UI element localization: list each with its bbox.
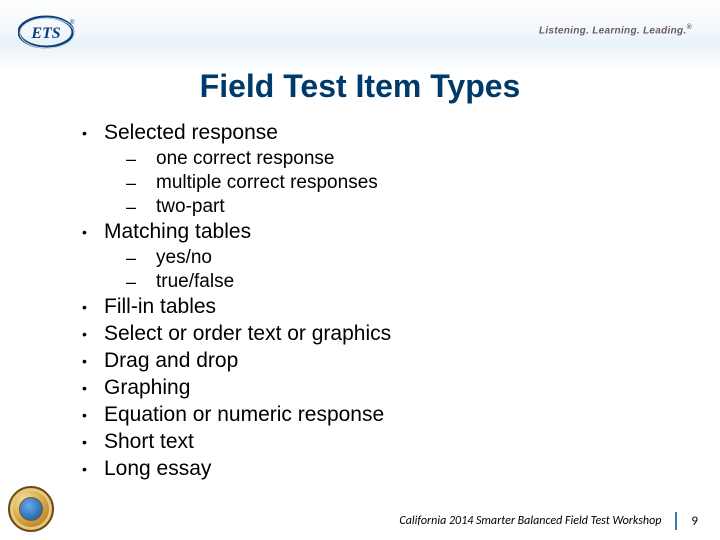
header: ETS ® Listening. Learning. Leading.® [0,8,720,56]
bullet-item: • Fill-in tables [80,294,680,320]
footer: California 2014 Smarter Balanced Field T… [399,512,698,530]
slide-title: Field Test Item Types [0,68,720,105]
footer-text: California 2014 Smarter Balanced Field T… [399,514,661,528]
bullet-item: • Drag and drop [80,348,680,374]
content: • Selected response –one correct respons… [80,120,680,483]
bullet-marker: • [80,321,104,347]
bullet-marker: • [80,348,104,374]
bullet-item: • Select or order text or graphics [80,321,680,347]
ets-logo-text: ETS [30,25,60,42]
sub-item: –yes/no [126,246,680,270]
bullet-marker: • [80,402,104,428]
sub-text: one correct response [156,147,335,171]
sub-marker: – [126,246,156,270]
page-number: 9 [691,514,698,529]
bullet-item: • Graphing [80,375,680,401]
bullet-marker: • [80,219,104,245]
bullet-item: • Long essay [80,456,680,482]
bullet-text: Selected response [104,120,278,146]
sub-marker: – [126,147,156,171]
svg-text:®: ® [70,19,75,26]
sub-item: –true/false [126,270,680,294]
bullet-item: • Matching tables [80,219,680,245]
bullet-text: Fill-in tables [104,294,216,320]
bullet-text: Long essay [104,456,211,482]
sub-marker: – [126,270,156,294]
bullet-text: Matching tables [104,219,251,245]
ets-logo: ETS ® [18,14,82,55]
sub-text: multiple correct responses [156,171,378,195]
slide: ETS ® Listening. Learning. Leading.® Fie… [0,0,720,540]
bullet-text: Select or order text or graphics [104,321,391,347]
bullet-marker: • [80,294,104,320]
sub-item: –multiple correct responses [126,171,680,195]
sub-marker: – [126,171,156,195]
sub-marker: – [126,195,156,219]
tagline: Listening. Learning. Leading.® [539,24,692,36]
sub-text: yes/no [156,246,212,270]
bullet-marker: • [80,120,104,146]
footer-divider [675,512,677,530]
sub-text: true/false [156,270,234,294]
bullet-text: Equation or numeric response [104,402,384,428]
state-seal-icon [8,486,54,532]
bullet-item: • Short text [80,429,680,455]
bullet-marker: • [80,375,104,401]
sub-text: two-part [156,195,225,219]
bullet-item: • Selected response [80,120,680,146]
bullet-item: • Equation or numeric response [80,402,680,428]
bullet-text: Short text [104,429,194,455]
sub-item: –two-part [126,195,680,219]
bullet-text: Drag and drop [104,348,238,374]
bullet-marker: • [80,429,104,455]
sub-item: –one correct response [126,147,680,171]
bullet-marker: • [80,456,104,482]
bullet-text: Graphing [104,375,190,401]
